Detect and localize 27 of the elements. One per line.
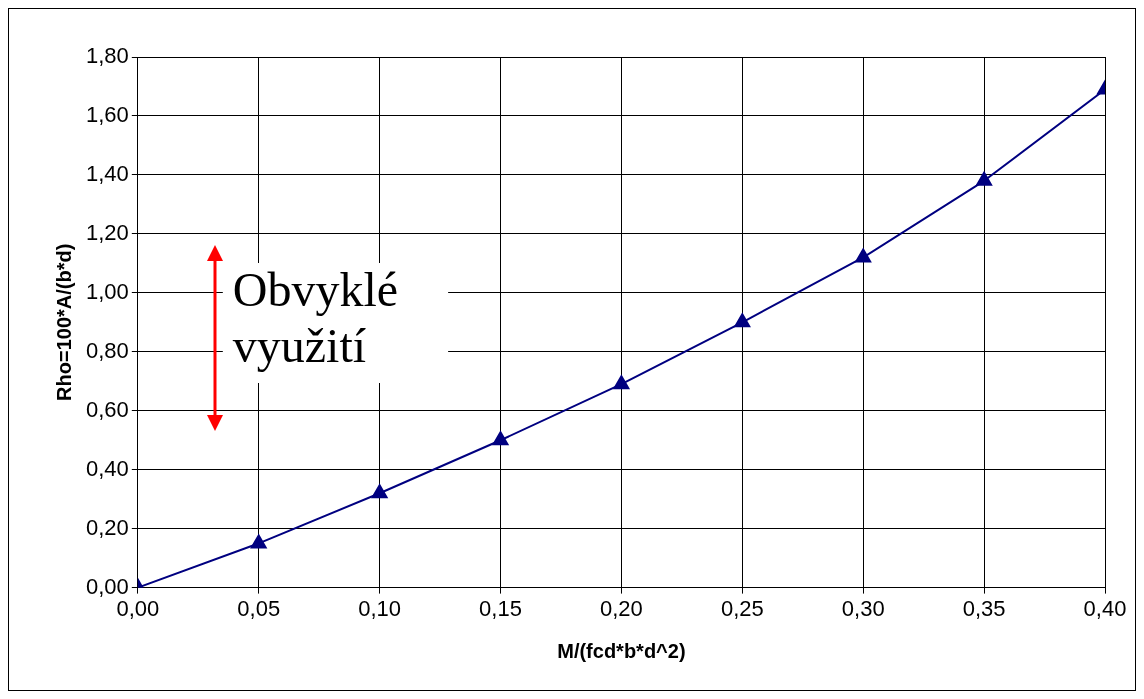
y-tick-label: 1,60 — [85, 102, 129, 128]
point — [855, 248, 872, 263]
y-tick-label: 1,00 — [85, 278, 129, 304]
annotation: Obvyklé využití — [232, 262, 399, 372]
x-tick-label: 0,30 — [841, 595, 885, 621]
point — [371, 484, 388, 499]
y-tick-label: 0,40 — [85, 455, 129, 481]
y-tick-label: 1,20 — [85, 219, 129, 245]
point — [613, 375, 630, 390]
point — [734, 313, 751, 328]
x-tick-label: 0,20 — [600, 595, 643, 621]
x-tick-label: 0,05 — [237, 595, 281, 621]
y-axis-title: Rho=100*A/(b*d) — [52, 243, 75, 401]
y-tick-label: 1,40 — [85, 160, 129, 186]
point — [250, 534, 267, 549]
x-tick-label: 0,35 — [962, 595, 1006, 621]
point — [492, 431, 509, 446]
y-tick-label: 0,80 — [85, 337, 129, 363]
x-tick-label: 0,10 — [358, 595, 402, 621]
point — [976, 171, 993, 186]
x-tick-label: 0,15 — [479, 595, 522, 621]
x-tick-label: 0,25 — [720, 595, 764, 621]
x-tick-label: 0,40 — [1083, 595, 1127, 621]
x-axis-title: M/(fcd*b*d^2) — [557, 639, 686, 662]
y-tick-label: 0,60 — [85, 396, 129, 422]
y-tick-label: 0,20 — [85, 514, 129, 540]
y-tick-label: 1,80 — [85, 43, 129, 69]
